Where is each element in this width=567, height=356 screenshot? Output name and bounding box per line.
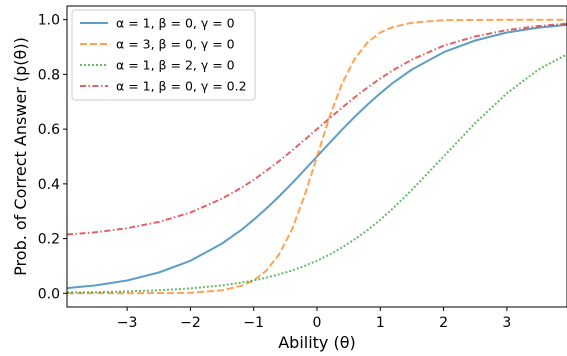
y-tick-label: 0.4 <box>38 177 60 193</box>
y-tick-label: 0.6 <box>38 122 60 138</box>
series-line-2 <box>67 18 567 295</box>
series-line-3 <box>66 53 567 294</box>
x-tick-label: 3 <box>502 315 511 331</box>
series-line-4 <box>66 22 567 236</box>
x-tick-label: 1 <box>376 315 385 331</box>
x-tick-label: −2 <box>180 315 201 331</box>
y-tick-label: 1.0 <box>38 13 60 29</box>
x-tick-label: 2 <box>439 315 448 331</box>
y-tick-label: 0.0 <box>38 286 60 302</box>
legend-label-1: α = 1, β = 0, γ = 0 <box>116 16 235 31</box>
y-tick-label: 0.8 <box>38 67 60 83</box>
x-tick-label: −1 <box>243 315 264 331</box>
legend-label-4: α = 1, β = 0, γ = 0.2 <box>116 79 247 94</box>
legend-label-3: α = 1, β = 2, γ = 0 <box>116 58 235 73</box>
x-axis-label: Ability (θ) <box>278 333 356 352</box>
legend: α = 1, β = 0, γ = 0 α = 3, β = 0, γ = 0 α … <box>71 9 256 101</box>
legend-box <box>71 9 256 101</box>
plot-frame <box>66 5 567 308</box>
x-tick-label: −3 <box>117 315 138 331</box>
y-axis-label: Prob. of Correct Answer (p(θ)) <box>11 37 30 276</box>
y-tick-label: 0.2 <box>38 232 60 248</box>
legend-label-2: α = 3, β = 0, γ = 0 <box>116 37 235 52</box>
x-tick-label: 0 <box>313 315 322 331</box>
